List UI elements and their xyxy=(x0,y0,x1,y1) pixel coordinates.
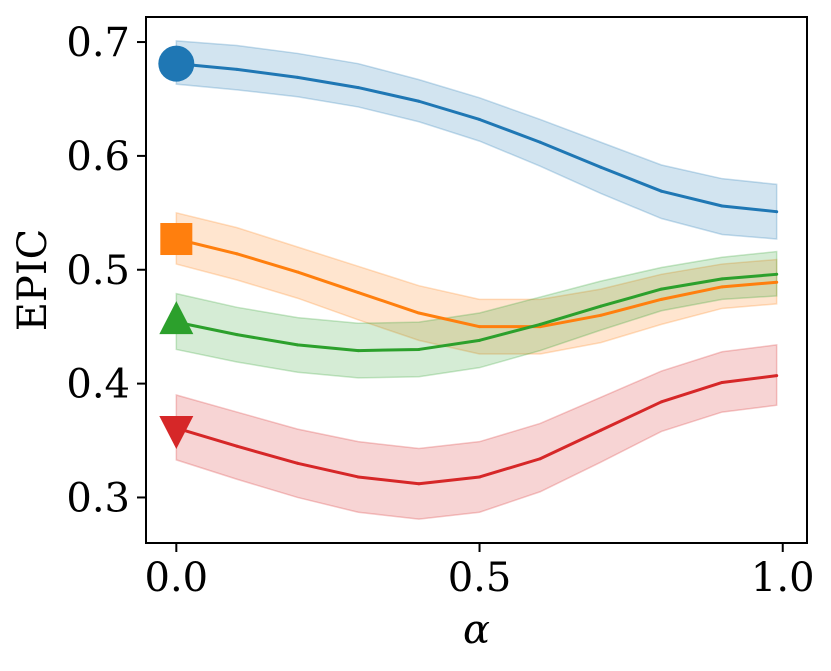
point-circle xyxy=(659,189,663,193)
point-square xyxy=(296,270,300,274)
point-triangle-up xyxy=(235,333,239,337)
y-tick-label: 0.3 xyxy=(66,475,130,521)
point-circle xyxy=(538,140,542,144)
series-lines xyxy=(174,62,779,486)
point-square xyxy=(775,280,779,284)
point-triangle-up xyxy=(775,272,779,276)
y-axis-ticks: 0.3 0.4 0.5 0.6 0.7 xyxy=(66,20,146,521)
point-triangle-down xyxy=(235,444,239,448)
plot-frame xyxy=(145,16,808,544)
marker-triangle-up xyxy=(159,301,194,335)
point-triangle-down xyxy=(356,475,360,479)
band-circle xyxy=(175,40,778,240)
x-tick-label: 1.0 xyxy=(751,555,815,601)
point-triangle-up xyxy=(599,304,603,308)
y-tick-label: 0.6 xyxy=(66,134,130,180)
point-triangle-up xyxy=(659,287,663,291)
point-square xyxy=(417,311,421,315)
point-triangle-up xyxy=(538,322,542,326)
point-triangle-up xyxy=(478,338,482,342)
confidence-bands xyxy=(175,40,778,520)
point-triangle-up xyxy=(417,347,421,351)
point-triangle-down xyxy=(538,457,542,461)
point-circle xyxy=(417,99,421,103)
point-square xyxy=(235,252,239,256)
point-triangle-down xyxy=(478,475,482,479)
y-tick-label: 0.4 xyxy=(66,362,130,408)
band-square xyxy=(175,211,778,355)
point-circle xyxy=(720,204,724,208)
marker-square xyxy=(160,223,193,256)
y-axis-label: EPIC xyxy=(10,229,56,332)
point-square xyxy=(720,285,724,289)
point-triangle-down xyxy=(599,428,603,432)
point-triangle-up xyxy=(296,343,300,347)
point-triangle-up xyxy=(720,277,724,281)
point-triangle-down xyxy=(417,482,421,486)
marker-circle xyxy=(158,45,195,82)
band-triangle-down xyxy=(175,344,778,520)
point-circle xyxy=(775,210,779,214)
point-triangle-up xyxy=(356,349,360,353)
point-circle xyxy=(599,165,603,169)
y-tick-label: 0.7 xyxy=(66,20,130,66)
x-tick-label: 0.0 xyxy=(145,555,209,601)
y-tick-label: 0.5 xyxy=(66,248,130,294)
point-circle xyxy=(478,117,482,121)
x-tick-label: 0.5 xyxy=(448,555,512,601)
point-circle xyxy=(296,75,300,79)
point-triangle-down xyxy=(775,374,779,378)
point-triangle-down xyxy=(659,400,663,404)
point-square xyxy=(478,325,482,329)
x-axis-label: α xyxy=(463,607,490,653)
point-triangle-down xyxy=(296,461,300,465)
point-triangle-down xyxy=(720,380,724,384)
point-circle xyxy=(235,67,239,71)
point-square xyxy=(356,291,360,295)
marker-triangle-down xyxy=(159,416,194,450)
series-markers xyxy=(158,45,195,450)
point-square xyxy=(659,297,663,301)
x-axis-ticks: 0.0 0.5 1.0 xyxy=(145,543,815,601)
point-circle xyxy=(356,86,360,90)
point-square xyxy=(599,313,603,317)
